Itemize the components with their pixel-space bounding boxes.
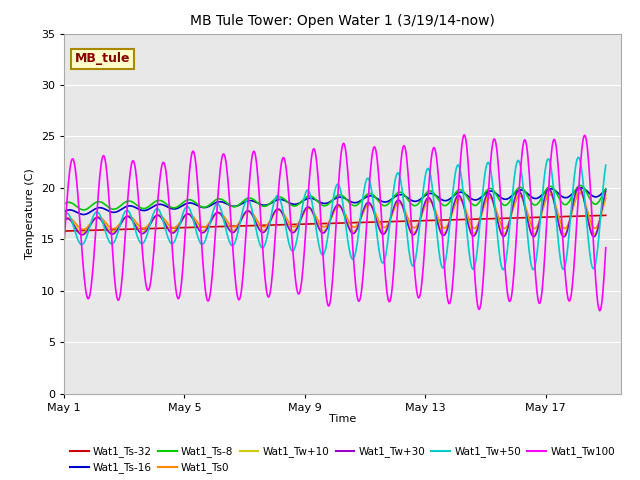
Wat1_Ts-16 xyxy=(188,200,196,206)
Wat1_Ts0 xyxy=(188,213,196,218)
Wat1_Tw+30 xyxy=(286,228,294,233)
Wat1_Tw+50 xyxy=(574,155,582,160)
Line: Wat1_Tw+50: Wat1_Tw+50 xyxy=(64,157,605,270)
Wat1_Tw+30 xyxy=(367,202,375,208)
Wat1_Ts-16 xyxy=(80,212,88,217)
Wat1_Ts0 xyxy=(258,223,266,229)
Text: MB_tule: MB_tule xyxy=(75,52,131,65)
Wat1_Tw+30 xyxy=(575,184,582,190)
Line: Wat1_Tw100: Wat1_Tw100 xyxy=(64,135,605,311)
Wat1_Ts0 xyxy=(287,222,294,228)
Legend: Wat1_Ts-32, Wat1_Ts-16, Wat1_Ts-8, Wat1_Ts0, Wat1_Tw+10, Wat1_Tw+30, Wat1_Tw+50,: Wat1_Ts-32, Wat1_Ts-16, Wat1_Ts-8, Wat1_… xyxy=(66,442,619,478)
Y-axis label: Temperature (C): Temperature (C) xyxy=(26,168,35,259)
Wat1_Ts-8 xyxy=(80,207,88,213)
Wat1_Tw+30 xyxy=(188,214,195,219)
Wat1_Ts-16 xyxy=(60,209,68,215)
Wat1_Tw+50 xyxy=(257,244,265,250)
Wat1_Tw+10 xyxy=(561,231,568,237)
Wat1_Ts0 xyxy=(79,227,86,232)
Wat1_Ts-8 xyxy=(60,201,68,207)
Wat1_Tw+30 xyxy=(257,229,265,235)
Wat1_Tw100 xyxy=(461,132,468,138)
Wat1_Tw100 xyxy=(499,221,506,227)
Wat1_Tw100 xyxy=(602,245,609,251)
Wat1_Tw+10 xyxy=(188,213,195,219)
Wat1_Tw+50 xyxy=(602,162,609,168)
Wat1_Ts-32 xyxy=(257,222,265,228)
Wat1_Ts-32 xyxy=(367,219,375,225)
Wat1_Tw+10 xyxy=(286,225,294,231)
Wat1_Ts0 xyxy=(499,224,506,229)
Wat1_Ts-16 xyxy=(79,212,87,217)
Wat1_Tw+10 xyxy=(602,192,609,198)
Wat1_Tw+50 xyxy=(188,210,195,216)
Wat1_Tw100 xyxy=(79,266,87,272)
Wat1_Tw100 xyxy=(257,221,265,227)
Wat1_Ts-16 xyxy=(499,195,506,201)
Wat1_Tw100 xyxy=(188,153,195,158)
Wat1_Ts-8 xyxy=(188,197,196,203)
Wat1_Ts-8 xyxy=(602,186,609,192)
Wat1_Tw+10 xyxy=(60,218,68,224)
Wat1_Tw+30 xyxy=(560,234,568,240)
Wat1_Tw+10 xyxy=(79,230,87,236)
Wat1_Tw+10 xyxy=(257,227,265,232)
Wat1_Tw+50 xyxy=(367,184,375,190)
Wat1_Tw+50 xyxy=(60,213,68,218)
Wat1_Ts-16 xyxy=(602,187,609,192)
Wat1_Tw+30 xyxy=(60,217,68,223)
X-axis label: Time: Time xyxy=(329,414,356,424)
Wat1_Tw100 xyxy=(286,208,294,214)
Wat1_Ts-8 xyxy=(577,182,584,188)
Wat1_Tw+30 xyxy=(602,189,609,194)
Wat1_Ts0 xyxy=(368,203,376,209)
Wat1_Ts-32 xyxy=(602,213,609,218)
Line: Wat1_Tw+10: Wat1_Tw+10 xyxy=(64,190,605,234)
Line: Wat1_Ts-16: Wat1_Ts-16 xyxy=(64,188,605,215)
Line: Wat1_Ts-8: Wat1_Ts-8 xyxy=(64,185,605,210)
Wat1_Tw+50 xyxy=(498,264,506,270)
Line: Wat1_Ts-32: Wat1_Ts-32 xyxy=(64,216,605,231)
Wat1_Ts-8 xyxy=(499,201,506,207)
Wat1_Ts-8 xyxy=(79,207,87,213)
Title: MB Tule Tower: Open Water 1 (3/19/14-now): MB Tule Tower: Open Water 1 (3/19/14-now… xyxy=(190,14,495,28)
Wat1_Tw100 xyxy=(596,308,604,313)
Wat1_Ts-16 xyxy=(287,201,294,206)
Wat1_Ts-32 xyxy=(286,222,294,228)
Wat1_Tw100 xyxy=(60,241,68,247)
Wat1_Ts0 xyxy=(60,217,68,223)
Wat1_Ts0 xyxy=(576,190,584,196)
Line: Wat1_Ts0: Wat1_Ts0 xyxy=(64,193,605,229)
Wat1_Tw+30 xyxy=(498,231,506,237)
Wat1_Tw100 xyxy=(367,162,375,168)
Wat1_Tw+50 xyxy=(500,267,508,273)
Wat1_Ts-16 xyxy=(368,193,376,199)
Wat1_Tw+50 xyxy=(286,244,294,250)
Wat1_Tw+30 xyxy=(79,232,87,238)
Wat1_Ts0 xyxy=(602,195,609,201)
Wat1_Ts-32 xyxy=(60,228,68,234)
Wat1_Tw+10 xyxy=(498,228,506,234)
Wat1_Tw+10 xyxy=(575,187,583,192)
Wat1_Ts-32 xyxy=(188,225,195,230)
Wat1_Tw+50 xyxy=(79,240,87,246)
Wat1_Ts-16 xyxy=(258,202,266,208)
Wat1_Ts-8 xyxy=(287,202,294,207)
Wat1_Ts-32 xyxy=(498,216,506,221)
Wat1_Ts-8 xyxy=(258,203,266,209)
Wat1_Ts-8 xyxy=(368,191,376,197)
Wat1_Ts-16 xyxy=(577,185,584,191)
Wat1_Ts-32 xyxy=(79,228,87,233)
Line: Wat1_Tw+30: Wat1_Tw+30 xyxy=(64,187,605,237)
Wat1_Tw+10 xyxy=(367,202,375,208)
Wat1_Ts0 xyxy=(80,227,88,232)
